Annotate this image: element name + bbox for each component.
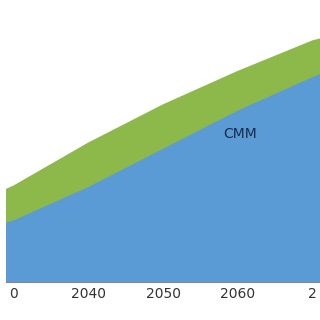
Text: CMM: CMM (223, 127, 257, 141)
